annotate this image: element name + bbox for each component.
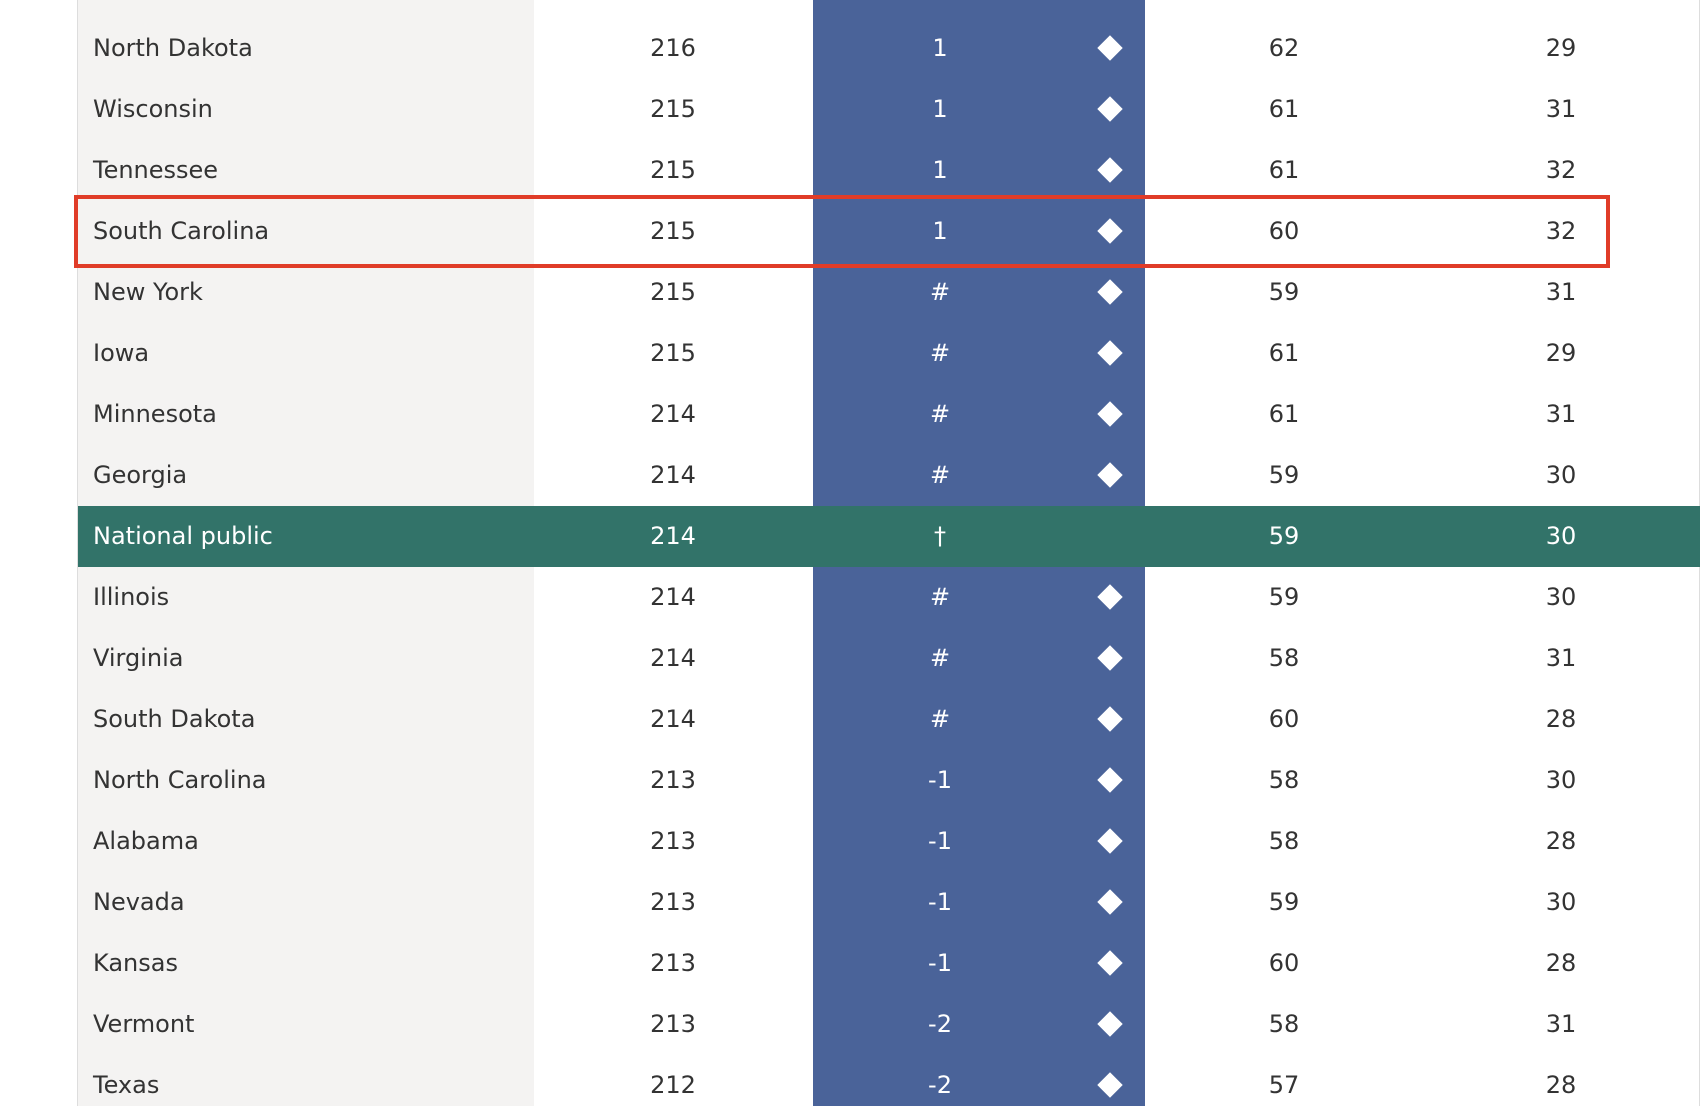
score-change: 1 (932, 33, 948, 62)
score: 215 (650, 216, 696, 245)
score: 215 (650, 277, 696, 306)
score: 214 (650, 521, 696, 550)
percent-proficient: 28 (1545, 826, 1577, 855)
score: 215 (650, 338, 696, 367)
state-name: Wisconsin (93, 94, 213, 123)
score-change: † (934, 521, 946, 550)
percent-basic: 57 (1268, 1070, 1300, 1099)
percent-proficient: 32 (1545, 216, 1577, 245)
percent-proficient: 28 (1545, 1070, 1577, 1099)
score-change: 1 (932, 94, 948, 123)
percent-basic: 60 (1268, 704, 1300, 733)
score-change: -1 (928, 826, 952, 855)
score: 216 (650, 33, 696, 62)
percent-basic: 60 (1268, 216, 1300, 245)
percent-basic: 59 (1268, 887, 1300, 916)
percent-proficient: 31 (1545, 277, 1577, 306)
score: 213 (650, 887, 696, 916)
state-name: Texas (93, 1070, 160, 1099)
score-change: # (929, 399, 951, 428)
score: 215 (650, 94, 696, 123)
state-name: Illinois (93, 582, 170, 611)
percent-proficient: 32 (1545, 155, 1577, 184)
score-change: # (929, 338, 951, 367)
percent-proficient: 31 (1545, 643, 1577, 672)
percent-proficient: 31 (1545, 399, 1577, 428)
state-name: Virginia (93, 643, 184, 672)
state-name: Alabama (93, 826, 199, 855)
percent-basic: 58 (1268, 643, 1300, 672)
state-name: Nevada (93, 887, 185, 916)
percent-proficient: 30 (1545, 887, 1577, 916)
score: 213 (650, 1009, 696, 1038)
score: 213 (650, 948, 696, 977)
percent-basic: 59 (1268, 277, 1300, 306)
percent-basic: 59 (1268, 582, 1300, 611)
state-name: North Carolina (93, 765, 267, 794)
national-row-bg (78, 505, 1700, 567)
percent-proficient: 30 (1545, 582, 1577, 611)
percent-basic: 59 (1268, 460, 1300, 489)
score-change: -1 (928, 948, 952, 977)
percent-proficient: 30 (1545, 521, 1577, 550)
state-name: North Dakota (93, 33, 253, 62)
score: 214 (650, 460, 696, 489)
percent-proficient: 29 (1545, 338, 1577, 367)
percent-basic: 60 (1268, 948, 1300, 977)
score: 212 (650, 1070, 696, 1099)
score-change: -1 (928, 887, 952, 916)
state-name: Kansas (93, 948, 178, 977)
score: 213 (650, 826, 696, 855)
state-name: Georgia (93, 460, 188, 489)
percent-proficient: 30 (1545, 460, 1577, 489)
score-change: 1 (932, 216, 948, 245)
state-name: Iowa (93, 338, 150, 367)
state-name: National public (93, 521, 273, 550)
percent-proficient: 28 (1545, 948, 1577, 977)
state-name: Vermont (93, 1009, 195, 1038)
score-change: -2 (928, 1070, 952, 1099)
score: 213 (650, 765, 696, 794)
score: 214 (650, 399, 696, 428)
score-change: -1 (928, 765, 952, 794)
state-name: Minnesota (93, 399, 217, 428)
percent-basic: 61 (1268, 155, 1300, 184)
percent-basic: 62 (1268, 33, 1300, 62)
score: 215 (650, 155, 696, 184)
score-change: # (929, 460, 951, 489)
percent-basic: 59 (1268, 521, 1300, 550)
score: 214 (650, 582, 696, 611)
state-name: South Dakota (93, 704, 256, 733)
percent-proficient: 31 (1545, 94, 1577, 123)
state-name: Tennessee (93, 155, 219, 184)
score-change: 1 (932, 155, 948, 184)
percent-proficient: 29 (1545, 33, 1577, 62)
score-change: # (929, 643, 951, 672)
score: 214 (650, 704, 696, 733)
percent-basic: 58 (1268, 826, 1300, 855)
percent-basic: 58 (1268, 765, 1300, 794)
score-change: # (929, 582, 951, 611)
percent-proficient: 30 (1545, 765, 1577, 794)
state-name: South Carolina (93, 216, 270, 245)
percent-proficient: 31 (1545, 1009, 1577, 1038)
score-change: # (929, 277, 951, 306)
percent-basic: 58 (1268, 1009, 1300, 1038)
state-name: New York (93, 277, 203, 306)
percent-basic: 61 (1268, 338, 1300, 367)
highlight-box (74, 194, 1610, 268)
score: 214 (650, 643, 696, 672)
percent-proficient: 28 (1545, 704, 1577, 733)
percent-basic: 61 (1268, 399, 1300, 428)
score-change: -2 (928, 1009, 952, 1038)
score-change: # (929, 704, 951, 733)
percent-basic: 61 (1268, 94, 1300, 123)
